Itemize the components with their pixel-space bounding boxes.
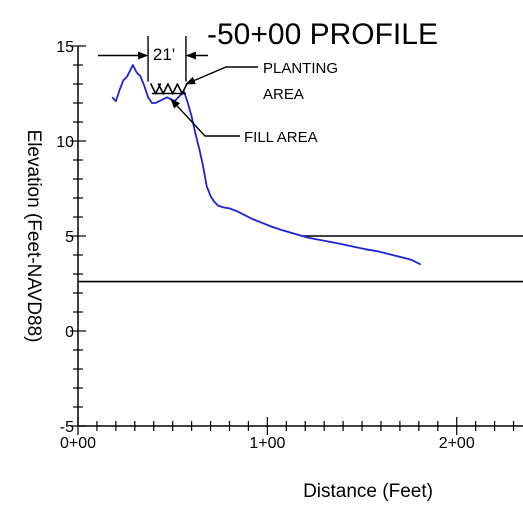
y-axis-title: Elevation (Feet-NAVD88) <box>23 130 44 343</box>
dimension-label: 21' <box>153 45 175 64</box>
planting-area-leader <box>185 66 258 85</box>
axes: -5 0 5 10 15 0+00 1+00 2+00 <box>56 39 523 452</box>
y-tick-label: 10 <box>56 134 74 151</box>
y-tick-label: 0 <box>65 324 74 341</box>
planting-area-mark <box>176 83 188 96</box>
x-tick-label: 0+00 <box>60 435 96 452</box>
profile-line <box>111 64 422 266</box>
y-tick-label: 15 <box>56 39 74 56</box>
x-axis-title: Distance (Feet) <box>303 481 433 502</box>
planting-area-label-line2: AREA <box>263 86 304 103</box>
fill-area-label: FILL AREA <box>244 129 318 146</box>
series-layer <box>111 64 422 266</box>
annotation-layer <box>98 36 258 137</box>
chart-title: -50+00 PROFILE <box>207 18 438 51</box>
planting-area-mark <box>166 83 179 96</box>
reference-lines <box>78 235 523 283</box>
y-tick-label: -5 <box>60 419 74 436</box>
planting-area-mark <box>157 83 169 96</box>
x-tick-label: 2+00 <box>439 435 475 452</box>
fill-area-leader <box>170 98 240 137</box>
x-tick-label: 1+00 <box>249 435 285 452</box>
planting-area-mark <box>149 83 162 96</box>
y-tick-label: 5 <box>65 229 74 246</box>
planting-area-label-line1: PLANTING <box>263 60 338 77</box>
